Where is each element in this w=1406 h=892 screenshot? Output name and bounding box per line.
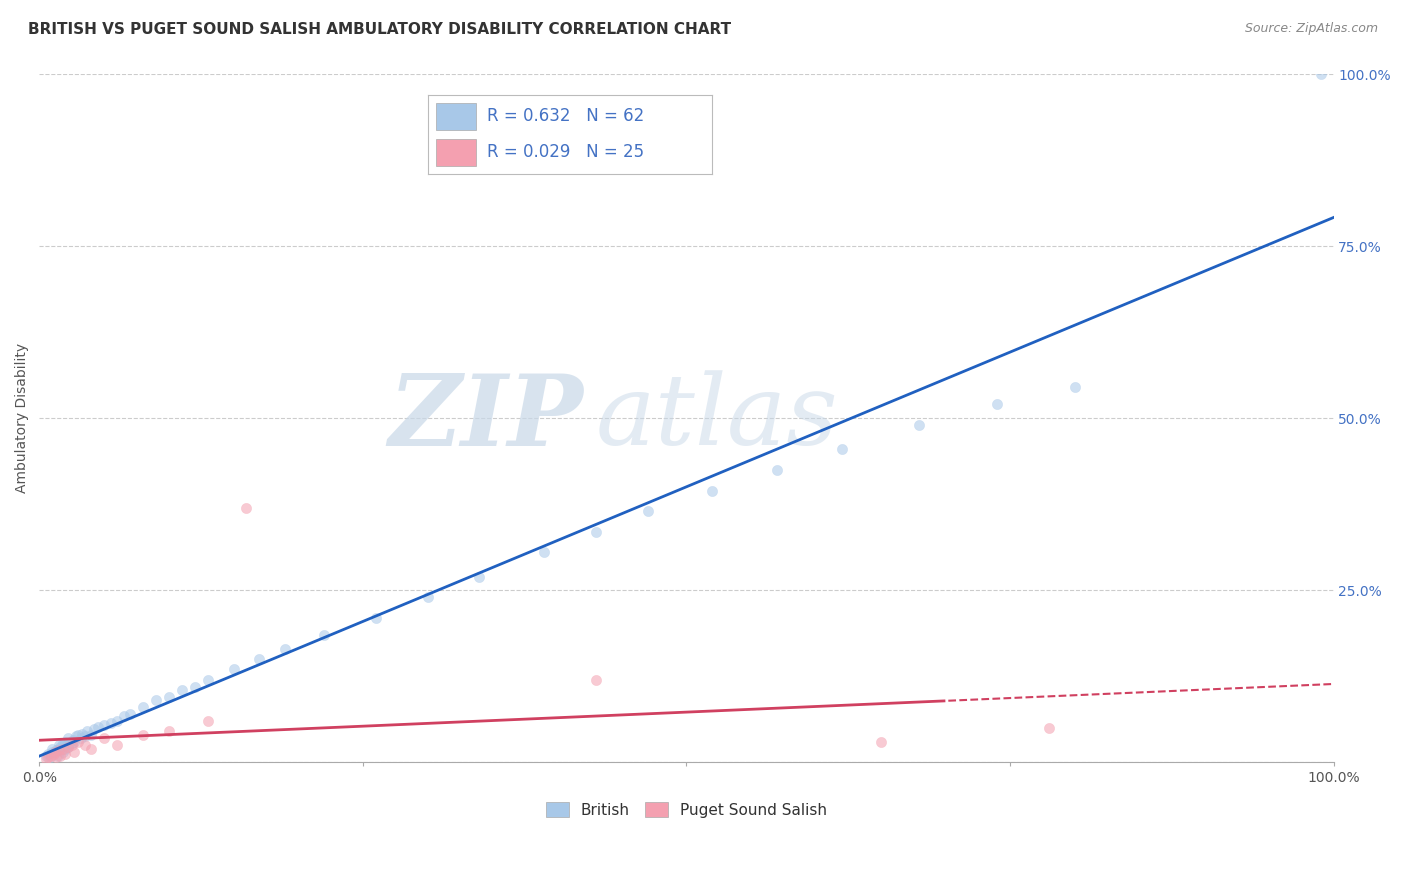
Point (1063, 380, 1085, 394)
Point (274, 641, 297, 656)
Point (52, 741, 75, 756)
Point (157, 724, 180, 739)
Point (585, 524, 607, 539)
Point (65, 729, 87, 743)
Point (42, 747, 65, 761)
Point (62, 733, 84, 747)
Point (157, 690, 180, 704)
Point (766, 463, 789, 477)
Point (45, 750, 67, 764)
Point (1309, 67, 1331, 81)
Point (145, 693, 167, 707)
Point (364, 611, 387, 625)
Point (73, 738, 96, 752)
Point (76, 724, 98, 739)
Point (132, 700, 155, 714)
Point (533, 545, 555, 559)
Point (41, 741, 63, 756)
Point (249, 652, 271, 666)
Point (416, 591, 439, 605)
Point (105, 738, 128, 752)
Point (67, 735, 90, 749)
Point (52, 745, 75, 759)
Point (53, 738, 76, 752)
Point (1038, 721, 1060, 735)
Point (48, 743, 70, 757)
Point (869, 735, 891, 749)
Point (48, 738, 70, 752)
Point (986, 397, 1008, 411)
Text: ZIP: ZIP (388, 370, 583, 467)
Point (73, 729, 96, 743)
Y-axis label: Ambulatory Disability: Ambulatory Disability (15, 343, 30, 493)
Point (56, 740, 79, 755)
Point (59, 735, 82, 749)
Point (38, 750, 60, 764)
Point (44, 745, 66, 759)
Point (80, 741, 103, 756)
Point (46, 748, 69, 763)
Point (314, 628, 336, 642)
Point (39, 748, 62, 763)
Point (35, 748, 58, 763)
Point (56, 731, 79, 746)
Point (37, 750, 59, 764)
Point (585, 673, 607, 687)
Legend: British, Puget Sound Salish: British, Puget Sound Salish (540, 796, 834, 823)
Point (63, 735, 86, 749)
Text: Source: ZipAtlas.com: Source: ZipAtlas.com (1244, 22, 1378, 36)
Point (60, 738, 83, 752)
Point (80, 728, 103, 742)
Point (41, 745, 63, 759)
Point (235, 500, 257, 515)
Point (53, 735, 76, 749)
Point (197, 714, 219, 728)
Point (60, 736, 83, 750)
Point (49, 748, 72, 763)
Text: BRITISH VS PUGET SOUND SALISH AMBULATORY DISABILITY CORRELATION CHART: BRITISH VS PUGET SOUND SALISH AMBULATORY… (28, 22, 731, 37)
Point (56, 740, 79, 755)
Point (86, 720, 108, 734)
Point (831, 442, 853, 457)
Text: atlas: atlas (596, 370, 838, 466)
Point (132, 728, 155, 742)
Point (53, 747, 76, 761)
Point (100, 715, 122, 730)
Point (35, 752, 58, 766)
Point (222, 663, 245, 677)
Point (637, 504, 659, 518)
Point (69, 731, 91, 746)
Point (49, 740, 72, 755)
Point (170, 683, 193, 698)
Point (105, 714, 128, 728)
Point (183, 680, 205, 694)
Point (48, 741, 70, 756)
Point (52, 736, 75, 750)
Point (83, 723, 105, 737)
Point (63, 745, 86, 759)
Point (70, 726, 93, 740)
Point (58, 736, 80, 750)
Point (702, 483, 724, 498)
Point (67, 728, 90, 742)
Point (55, 738, 77, 752)
Point (93, 731, 115, 746)
Point (53, 741, 76, 756)
Point (45, 743, 67, 757)
Point (44, 745, 66, 759)
Point (468, 569, 491, 583)
Point (37, 747, 59, 761)
Point (118, 707, 141, 722)
Point (908, 418, 931, 433)
Point (51, 743, 73, 757)
Point (197, 673, 219, 687)
Point (93, 717, 115, 731)
Point (112, 708, 135, 723)
